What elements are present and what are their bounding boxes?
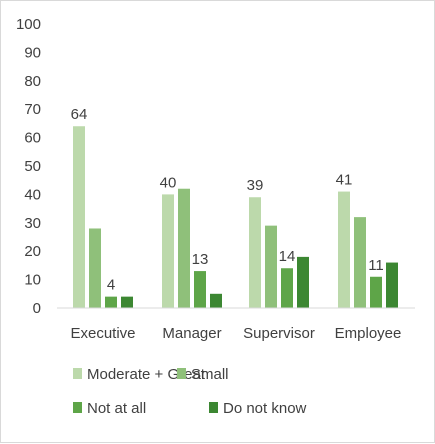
bar-not-at-all-executive xyxy=(105,296,117,308)
y-tick-label: 60 xyxy=(24,130,41,147)
x-category-label: Executive xyxy=(70,325,135,342)
data-label: 40 xyxy=(160,174,177,191)
bar-moderate-great-employee xyxy=(338,191,350,308)
x-category-label: Employee xyxy=(335,325,402,342)
legend-swatch xyxy=(73,402,82,413)
legend-swatch xyxy=(177,368,186,379)
bar-not-at-all-manager xyxy=(194,271,206,308)
bar-small-employee xyxy=(354,217,366,308)
legend-label: Not at all xyxy=(87,400,146,417)
y-tick-label: 10 xyxy=(24,272,41,289)
legend-label: Small xyxy=(191,366,229,383)
bar-do-not-know-supervisor xyxy=(297,256,309,308)
bar-moderate-great-executive xyxy=(73,126,85,309)
x-axis-categories: Executive Manager Supervisor Employee xyxy=(70,325,401,342)
data-label: 14 xyxy=(279,248,296,265)
bar-not-at-all-supervisor xyxy=(281,268,293,308)
y-tick-label: 40 xyxy=(24,186,41,203)
x-category-label: Manager xyxy=(162,325,221,342)
y-tick-label: 0 xyxy=(33,300,41,317)
y-tick-label: 30 xyxy=(24,215,41,232)
data-label: 11 xyxy=(368,257,384,274)
data-label: 13 xyxy=(192,251,209,268)
data-label: 41 xyxy=(336,172,353,189)
bar-small-executive xyxy=(89,228,101,308)
data-labels: 64 40 39 41 4 13 14 11 xyxy=(71,106,384,293)
data-label: 4 xyxy=(107,277,115,294)
bars xyxy=(73,126,398,309)
bar-not-at-all-employee xyxy=(370,276,382,308)
y-tick-label: 90 xyxy=(24,44,41,61)
legend-label: Moderate + Great xyxy=(87,366,206,383)
y-tick-label: 70 xyxy=(24,101,41,118)
bar-do-not-know-manager xyxy=(210,293,222,308)
data-label: 39 xyxy=(247,177,264,194)
legend-swatch xyxy=(209,402,218,413)
bar-moderate-great-supervisor xyxy=(249,197,261,308)
bar-small-supervisor xyxy=(265,225,277,308)
legend-label: Do not know xyxy=(223,400,307,417)
bar-do-not-know-employee xyxy=(386,262,398,308)
bar-moderate-great-manager xyxy=(162,194,174,308)
y-axis-ticks: 0 10 20 30 40 50 60 70 80 90 100 xyxy=(16,16,41,317)
y-tick-label: 100 xyxy=(16,16,41,33)
y-tick-label: 50 xyxy=(24,158,41,175)
y-tick-label: 80 xyxy=(24,73,41,90)
bar-small-manager xyxy=(178,188,190,308)
bar-do-not-know-executive xyxy=(121,296,133,308)
legend-swatch xyxy=(73,368,82,379)
x-category-label: Supervisor xyxy=(243,325,315,342)
y-tick-label: 20 xyxy=(24,243,41,260)
data-label: 64 xyxy=(71,106,88,123)
